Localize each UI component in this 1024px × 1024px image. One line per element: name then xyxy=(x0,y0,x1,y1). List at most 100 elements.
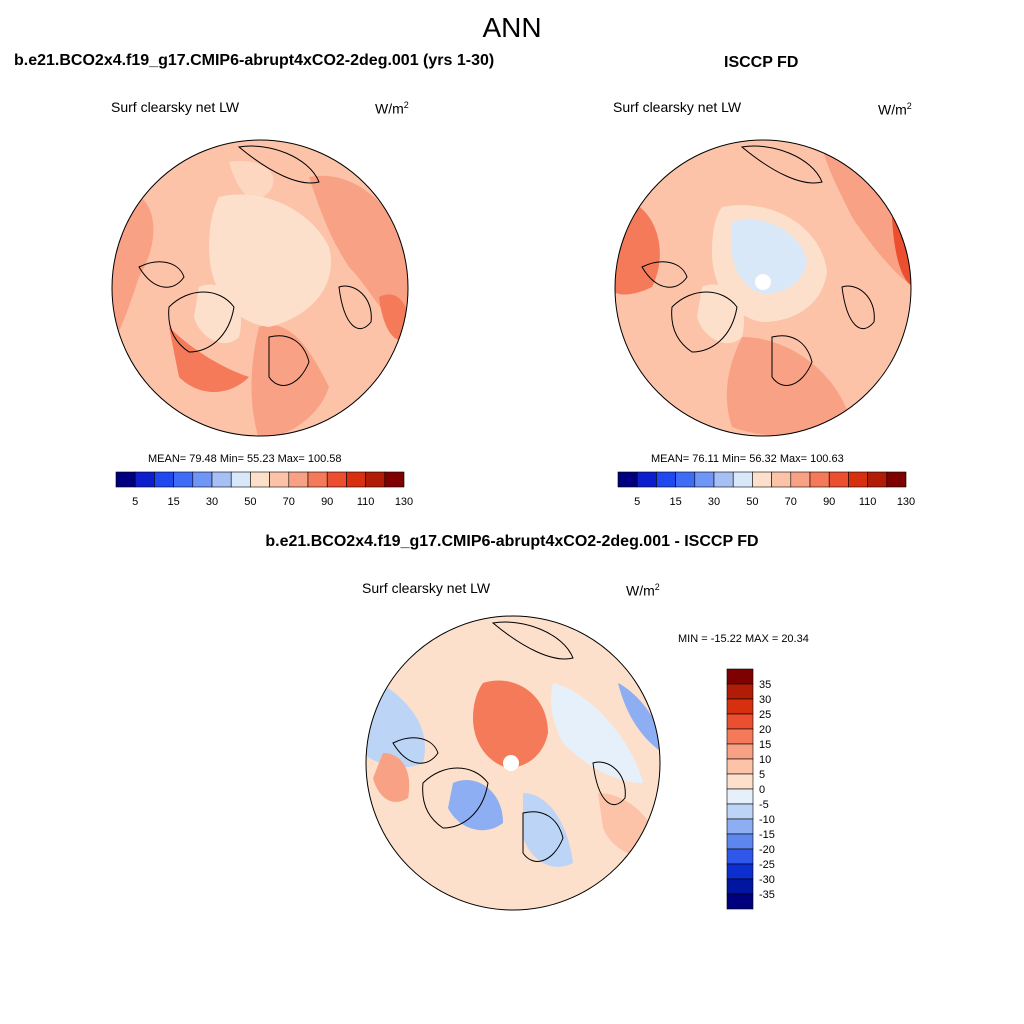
colorbar-tick-label: 10 xyxy=(759,754,771,766)
colorbar-tick-label: 35 xyxy=(759,679,771,691)
diff-field-region xyxy=(373,753,410,802)
diff-stats: MIN = -15.22 MAX = 20.34 xyxy=(678,633,809,645)
obs-field-region xyxy=(822,147,911,287)
colorbar-swatch xyxy=(726,728,754,745)
figure-title: ANN xyxy=(482,12,542,43)
colorbar-swatch xyxy=(726,788,754,805)
diff-missing-pole xyxy=(503,755,519,771)
colorbar-swatch xyxy=(726,683,754,700)
model-field-region xyxy=(169,327,249,392)
colorbar-swatch xyxy=(250,471,270,488)
colorbar-swatch xyxy=(726,773,754,790)
colorbar-swatch xyxy=(771,471,792,488)
obs-units: W/m2 xyxy=(878,101,912,118)
colorbar-swatch xyxy=(732,471,753,488)
colorbar-tick-label: -15 xyxy=(759,829,775,841)
colorbar-swatch xyxy=(384,471,405,488)
colorbar-swatch xyxy=(726,833,754,850)
colorbar-swatch xyxy=(230,471,251,488)
colorbar-tick-label: 15 xyxy=(669,496,681,508)
colorbar-tick-label: -25 xyxy=(759,859,775,871)
colorbar-tick-label: -20 xyxy=(759,844,775,856)
obs-title: ISCCP FD xyxy=(724,54,799,71)
diff-colorbar: 35 30 25 20 15 10 5 0 -5 -10 -15 -20 -25 -30 -35 xyxy=(726,668,775,910)
obs-field-region xyxy=(892,217,911,287)
colorbar-swatch xyxy=(726,893,754,910)
model-units: W/m2 xyxy=(375,100,409,117)
obs-colorbar: 5 15 30 50 70 90 110 130 xyxy=(617,471,915,508)
colorbar-tick-label: 25 xyxy=(759,709,771,721)
colorbar-swatch xyxy=(154,471,174,488)
colorbar-swatch xyxy=(115,471,136,488)
colorbar-swatch xyxy=(713,471,734,488)
colorbar-swatch xyxy=(752,471,772,488)
diff-field-region xyxy=(551,683,643,783)
colorbar-swatch xyxy=(726,863,754,880)
colorbar-swatch xyxy=(288,471,309,488)
colorbar-swatch xyxy=(134,471,155,488)
colorbar-swatch xyxy=(307,471,328,488)
colorbar-tick-label: 110 xyxy=(859,496,877,508)
model-field-region xyxy=(209,194,331,327)
obs-stats: MEAN= 76.11 Min= 56.32 Max= 100.63 xyxy=(651,453,844,465)
colorbar-swatch xyxy=(656,471,676,488)
colorbar-tick-label: 5 xyxy=(759,769,765,781)
diff-polar-map xyxy=(365,615,661,911)
colorbar-swatch xyxy=(192,471,213,488)
obs-field-region xyxy=(697,284,744,344)
colorbar-swatch xyxy=(326,471,347,488)
colorbar-tick-label: 130 xyxy=(395,496,413,508)
diff-units: W/m2 xyxy=(626,582,660,599)
obs-map-border xyxy=(614,139,912,437)
colorbar-tick-label: -35 xyxy=(759,889,775,901)
colorbar-swatch xyxy=(675,471,696,488)
colorbar-tick-label: 30 xyxy=(206,496,218,508)
colorbar-tick-label: 110 xyxy=(357,496,375,508)
colorbar-tick-label: 70 xyxy=(283,496,295,508)
obs-coastlines xyxy=(641,145,875,386)
colorbar-swatch xyxy=(726,758,754,775)
colorbar-swatch xyxy=(346,471,366,488)
colorbar-tick-label: -30 xyxy=(759,874,775,886)
model-stats: MEAN= 79.48 Min= 55.23 Max= 100.58 xyxy=(148,453,342,465)
colorbar-swatch xyxy=(617,471,638,488)
model-field-region xyxy=(251,325,329,436)
colorbar-tick-label: 0 xyxy=(759,784,765,796)
diff-field-region xyxy=(448,779,503,831)
colorbar-swatch xyxy=(726,803,754,820)
colorbar-swatch xyxy=(726,743,754,760)
colorbar-tick-label: 5 xyxy=(634,496,640,508)
diff-field-region xyxy=(473,680,548,768)
colorbar-swatch xyxy=(726,668,754,685)
colorbar-tick-label: 50 xyxy=(746,496,758,508)
colorbar-tick-label: -10 xyxy=(759,814,775,826)
obs-variable-label: Surf clearsky net LW xyxy=(613,99,742,115)
colorbar-tick-label: 90 xyxy=(823,496,835,508)
model-polar-map xyxy=(111,139,409,437)
case-title: b.e21.BCO2x4.f19_g17.CMIP6-abrupt4xCO2-2… xyxy=(14,52,495,69)
model-map-border xyxy=(111,139,409,437)
colorbar-swatch xyxy=(790,471,811,488)
colorbar-swatch xyxy=(848,471,868,488)
colorbar-tick-label: 90 xyxy=(321,496,333,508)
colorbar-tick-label: 30 xyxy=(708,496,720,508)
colorbar-swatch xyxy=(828,471,849,488)
obs-missing-pole xyxy=(755,274,771,290)
colorbar-swatch xyxy=(726,713,754,730)
colorbar-swatch xyxy=(365,471,386,488)
colorbar-swatch xyxy=(726,818,754,835)
colorbar-tick-label: 70 xyxy=(785,496,797,508)
colorbar-swatch xyxy=(726,848,754,865)
colorbar-swatch xyxy=(636,471,657,488)
colorbar-swatch xyxy=(211,471,232,488)
model-variable-label: Surf clearsky net LW xyxy=(111,99,240,115)
colorbar-swatch xyxy=(867,471,888,488)
colorbar-swatch xyxy=(269,471,290,488)
diff-variable-label: Surf clearsky net LW xyxy=(362,580,491,596)
model-coastlines xyxy=(138,145,372,386)
colorbar-tick-label: 30 xyxy=(759,694,771,706)
colorbar-swatch xyxy=(726,878,754,895)
colorbar-tick-label: 50 xyxy=(244,496,256,508)
colorbar-tick-label: 20 xyxy=(759,724,771,736)
colorbar-swatch xyxy=(694,471,715,488)
